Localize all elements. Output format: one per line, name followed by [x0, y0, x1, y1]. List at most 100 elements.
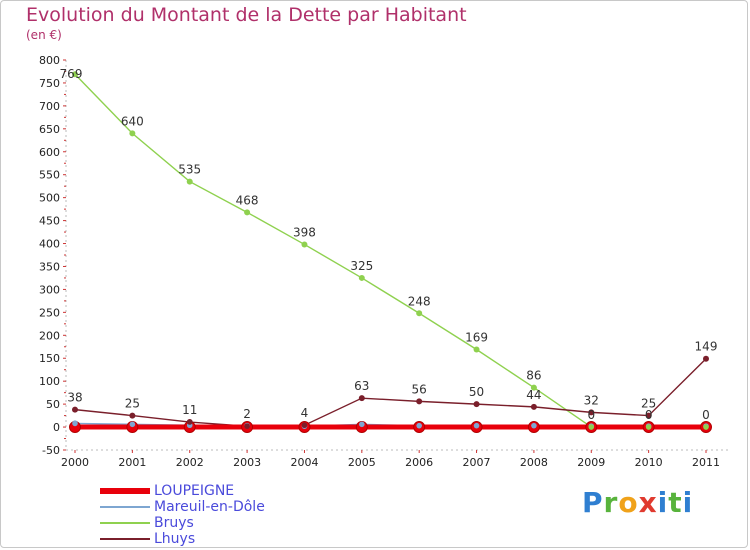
y-tick-label: 450: [39, 215, 60, 228]
data-label-bruys: 769: [60, 67, 83, 81]
data-point-mareuil-en-d-le: [72, 420, 78, 427]
data-label-lhuys: 11: [182, 403, 197, 417]
legend-item-bruys: Bruys: [100, 515, 340, 531]
data-label-lhuys: 44: [526, 388, 541, 402]
data-label-bruys: 468: [236, 193, 259, 207]
data-label-bruys: 398: [293, 225, 316, 239]
data-point-lhuys: [358, 395, 365, 402]
x-tick-label: 2010: [635, 456, 663, 469]
y-tick-label: 300: [39, 283, 60, 296]
y-tick-label: 350: [39, 260, 60, 273]
legend-label: Bruys: [154, 515, 194, 531]
y-tick-label: 0: [53, 421, 60, 434]
legend-swatch: [100, 522, 150, 524]
data-point-lhuys: [588, 409, 595, 416]
data-label-bruys: 248: [408, 294, 431, 308]
y-tick-label: 600: [39, 146, 60, 159]
data-point-lhuys: [301, 422, 308, 429]
legend-item-lhuys: Lhuys: [100, 531, 340, 547]
data-label-lhuys: 4: [301, 406, 309, 420]
chart-axes: -500501001502002503003504004505005506006…: [39, 54, 730, 469]
x-tick-label: 2005: [348, 456, 376, 469]
data-point-lhuys: [416, 398, 423, 405]
y-tick-label: -50: [42, 444, 60, 457]
data-label-bruys: 0: [645, 408, 653, 422]
data-label-lhuys: 56: [412, 382, 427, 396]
y-tick-label: 50: [46, 398, 60, 411]
data-point-lhuys: [703, 355, 709, 362]
x-tick-label: 2003: [233, 456, 261, 469]
data-point-lhuys: [72, 406, 78, 413]
x-tick-label: 2000: [61, 456, 89, 469]
data-label-bruys: 535: [178, 163, 201, 177]
data-label-lhuys: 149: [695, 340, 718, 354]
data-label-bruys: 640: [121, 114, 144, 128]
data-point-bruys: [186, 178, 193, 185]
x-tick-label: 2009: [577, 456, 605, 469]
data-point-bruys: [301, 241, 308, 248]
y-tick-label: 100: [39, 375, 60, 388]
data-label-bruys: 169: [465, 331, 488, 345]
data-point-bruys: [416, 310, 423, 317]
x-tick-label: 2002: [176, 456, 204, 469]
chart-title: Evolution du Montant de la Dette par Hab…: [26, 4, 467, 26]
legend-label: Lhuys: [154, 531, 196, 547]
y-tick-label: 800: [39, 54, 60, 67]
data-point-bruys: [244, 209, 251, 216]
data-point-lhuys: [473, 401, 480, 408]
legend-swatch: [100, 538, 150, 540]
y-tick-label: 750: [39, 77, 60, 90]
data-label-bruys: 0: [702, 408, 710, 422]
data-point-mareuil-en-d-le: [531, 422, 537, 429]
data-label-lhuys: 25: [641, 397, 656, 411]
y-tick-label: 150: [39, 352, 60, 365]
data-label-bruys: 86: [526, 369, 541, 383]
x-tick-label: 2008: [520, 456, 548, 469]
legend-label: LOUPEIGNE: [154, 483, 235, 499]
data-point-bruys: [530, 384, 537, 391]
x-tick-label: 2006: [405, 456, 433, 469]
data-point-mareuil-en-d-le: [416, 422, 422, 429]
x-tick-label: 2011: [692, 456, 720, 469]
data-label-lhuys: 2: [243, 407, 251, 421]
series-line-bruys: [74, 73, 706, 428]
data-point-mareuil-en-d-le: [473, 422, 480, 429]
data-point-lhuys: [645, 412, 652, 419]
data-label-lhuys: 50: [469, 385, 484, 399]
legend-item-mareuil-en-d-le: Mareuil-en-Dôle: [100, 499, 340, 515]
legend-swatch: [100, 506, 150, 508]
data-label-lhuys: 25: [125, 397, 140, 411]
data-point-lhuys: [244, 423, 250, 429]
chart-series: [69, 71, 712, 434]
data-point-mareuil-en-d-le: [129, 421, 136, 428]
data-point-lhuys: [129, 412, 136, 419]
y-tick-label: 650: [39, 123, 60, 136]
y-tick-label: 550: [39, 169, 60, 182]
data-point-bruys: [645, 424, 652, 430]
data-point-lhuys: [186, 419, 193, 425]
y-tick-label: 200: [39, 329, 60, 342]
chart-data-labels: 769 640 535 468 398 325 248 169 86 0 0 0 38 25 11 2 4 63 5…: [60, 67, 718, 422]
legend-swatch: [100, 488, 150, 494]
legend-item-loupeigne: LOUPEIGNE: [100, 483, 340, 499]
chart-legend: LOUPEIGNE Mareuil-en-Dôle Bruys Lhuys: [100, 483, 340, 547]
x-tick-label: 2004: [290, 456, 318, 469]
data-point-bruys: [588, 424, 595, 430]
data-point-bruys: [72, 71, 78, 78]
chart-subtitle: (en €): [26, 28, 62, 42]
y-tick-label: 250: [39, 306, 60, 319]
data-point-bruys: [703, 424, 709, 430]
data-label-bruys: 0: [587, 408, 595, 422]
data-point-bruys: [473, 346, 480, 353]
x-tick-label: 2007: [463, 456, 491, 469]
data-label-lhuys: 38: [67, 391, 82, 405]
data-point-mareuil-en-d-le: [359, 421, 365, 428]
data-label-bruys: 325: [350, 259, 373, 273]
data-point-lhuys: [530, 403, 537, 410]
data-label-lhuys: 63: [354, 379, 369, 393]
proxiti-logo: Proxiti: [582, 486, 694, 519]
legend-label: Mareuil-en-Dôle: [154, 499, 265, 515]
data-point-bruys: [129, 130, 136, 137]
